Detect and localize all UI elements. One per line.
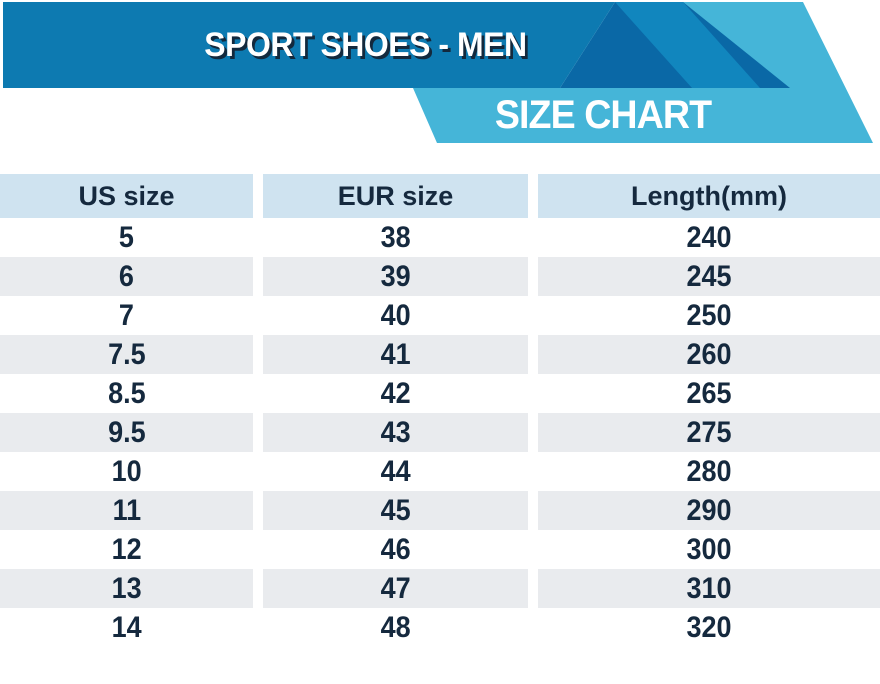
eur-size-value: 42 — [380, 376, 411, 410]
table-row: 11 45 290 — [0, 491, 880, 530]
table-row: 6 39 245 — [0, 257, 880, 296]
eur-size-value: 44 — [380, 454, 411, 488]
us-size-value: 7 — [118, 298, 135, 332]
table-row: 7.5 41 260 — [0, 335, 880, 374]
table-row: 9.5 43 275 — [0, 413, 880, 452]
table-row: 14 48 320 — [0, 608, 880, 647]
eur-size-value: 48 — [380, 610, 411, 644]
length-value: 280 — [686, 454, 732, 488]
table-row: 13 47 310 — [0, 569, 880, 608]
eur-size-value: 40 — [380, 298, 411, 332]
us-size-value: 7.5 — [0, 335, 253, 374]
page-title: SPORT SHOES - MEN — [203, 25, 527, 64]
table-row: 12 46 300 — [0, 530, 880, 569]
stripe-shape — [615, 2, 760, 88]
size-table: US size EUR size Length(mm) 5 38 240 6 3… — [0, 174, 880, 647]
length-value: 290 — [538, 491, 880, 530]
us-size-value: 13 — [0, 569, 253, 608]
length-value: 245 — [538, 257, 880, 296]
length-value: 260 — [538, 335, 880, 374]
length-value: 275 — [538, 413, 880, 452]
eur-size-value: 46 — [380, 532, 411, 566]
eur-size-value: 39 — [263, 257, 528, 296]
main-banner-shape — [3, 2, 615, 88]
eur-size-value: 38 — [380, 220, 411, 254]
length-value: 240 — [686, 220, 732, 254]
us-size-value: 10 — [111, 454, 142, 488]
length-value: 265 — [686, 376, 732, 410]
us-size-value: 9.5 — [0, 413, 253, 452]
header-banner: SPORT SHOES - MEN SIZE CHART — [0, 0, 880, 150]
length-value: 300 — [686, 532, 732, 566]
length-value: 310 — [538, 569, 880, 608]
size-chart-subtitle: SIZE CHART — [494, 93, 712, 137]
us-size-value: 8.5 — [107, 376, 146, 410]
us-size-value: 12 — [111, 532, 142, 566]
table-row: 10 44 280 — [0, 452, 880, 491]
table-row: 7 40 250 — [0, 296, 880, 335]
column-header-eur-size: EUR size — [263, 174, 528, 218]
us-size-value: 14 — [111, 610, 142, 644]
eur-size-value: 43 — [263, 413, 528, 452]
eur-size-value: 45 — [263, 491, 528, 530]
us-size-value: 5 — [118, 220, 135, 254]
us-size-value: 11 — [0, 491, 253, 530]
column-header-us-size: US size — [0, 174, 253, 218]
banner-shapes — [3, 2, 873, 143]
table-row: 5 38 240 — [0, 218, 880, 257]
us-size-value: 6 — [0, 257, 253, 296]
table-row: 8.5 42 265 — [0, 374, 880, 413]
length-value: 320 — [686, 610, 732, 644]
column-header-length-mm: Length(mm) — [538, 174, 880, 218]
length-value: 250 — [686, 298, 732, 332]
eur-size-value: 47 — [263, 569, 528, 608]
eur-size-value: 41 — [263, 335, 528, 374]
table-header-row: US size EUR size Length(mm) — [0, 174, 880, 218]
